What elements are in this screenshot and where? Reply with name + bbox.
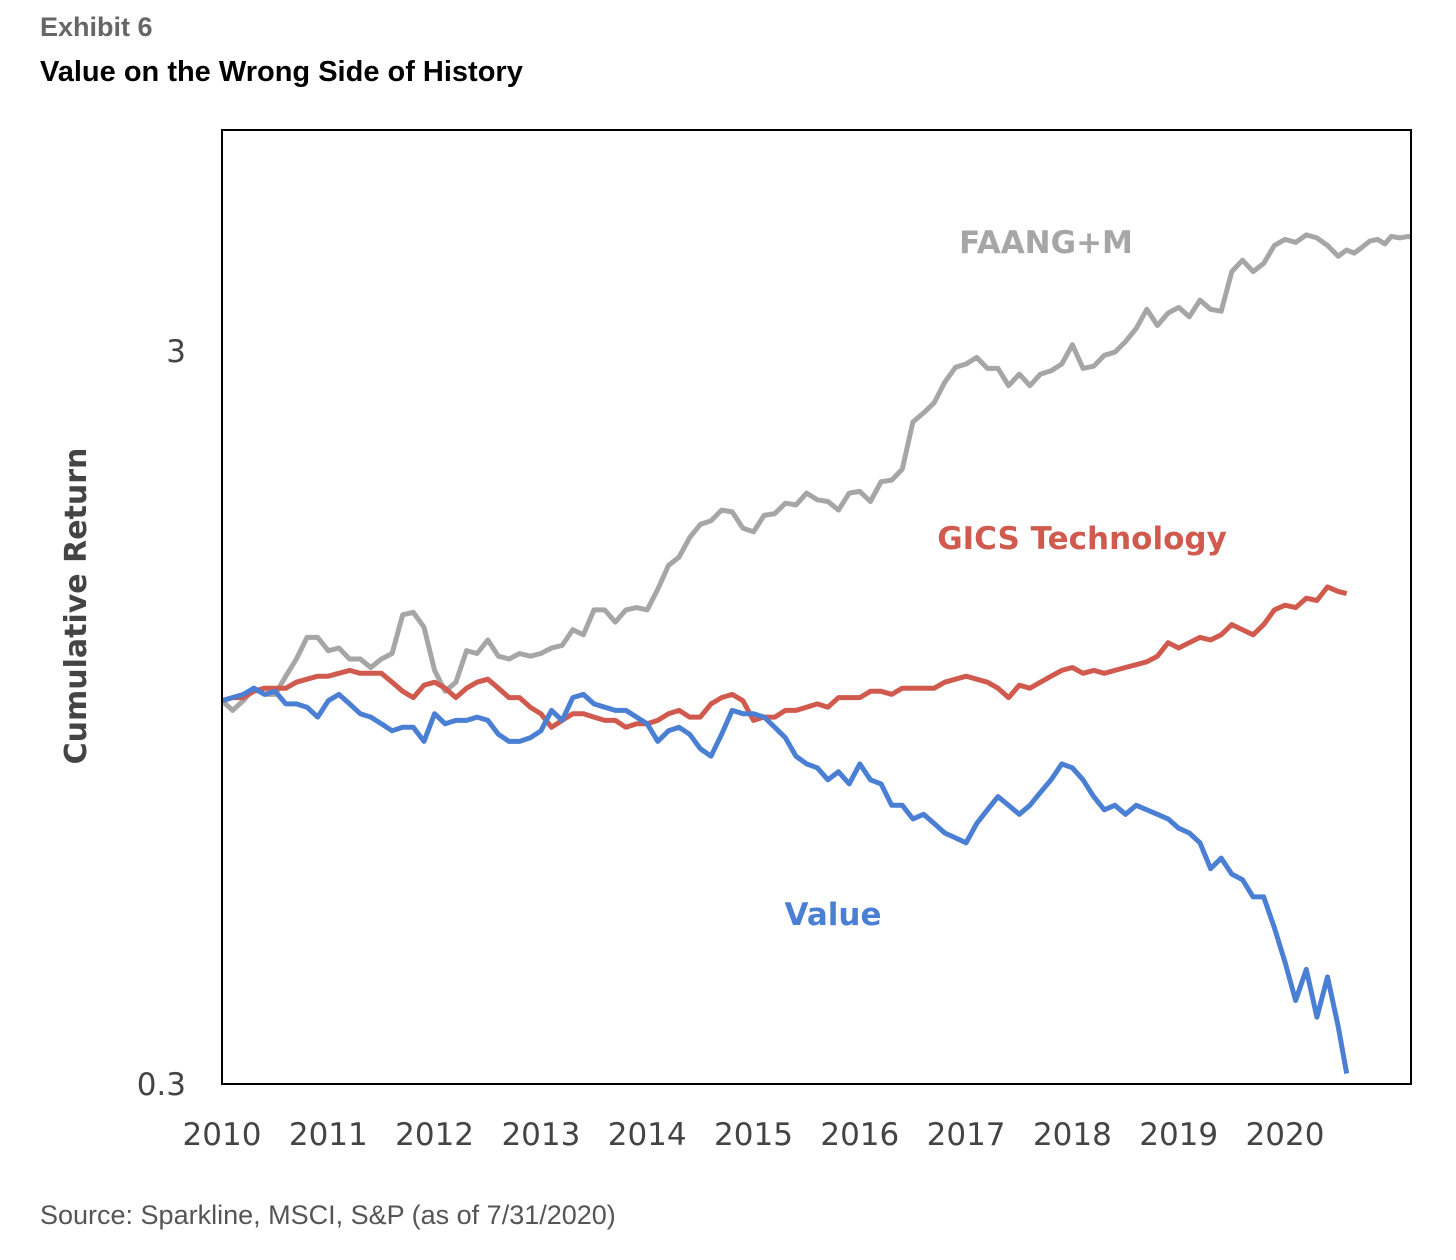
series-label-value: Value [785, 897, 882, 933]
x-tick-label: 2010 [183, 1117, 262, 1153]
x-tick-label: 2015 [714, 1117, 793, 1153]
line-chart: 0.33 2010 2011 2012 2013 2014 2015 2016 2017 201… [59, 129, 1412, 1153]
y-axis-ticks: 0.33 [137, 334, 186, 1103]
x-tick-label: 2011 [289, 1117, 368, 1153]
series-line-value [222, 685, 1350, 1075]
series-label-faang: FAANG+M [959, 225, 1133, 261]
series-line-gics-technology [222, 584, 1348, 730]
x-tick-label: 2013 [501, 1117, 580, 1153]
x-tick-label: 2018 [1033, 1117, 1112, 1153]
series-lines [222, 232, 1411, 1075]
x-tick-label: 2012 [395, 1117, 474, 1153]
x-tick-label: 2020 [1246, 1117, 1325, 1153]
exhibit-label: Exhibit 6 [40, 12, 153, 42]
chart-title: Value on the Wrong Side of History [40, 56, 523, 88]
y-tick-label: 3 [166, 334, 186, 370]
x-tick-label: 2016 [820, 1117, 899, 1153]
x-axis-ticks: 2010 2011 2012 2013 2014 2015 2016 2017 2018 2019… [183, 1117, 1325, 1153]
x-tick-label: 2014 [608, 1117, 687, 1153]
y-axis-label: Cumulative Return [59, 448, 94, 765]
x-tick-label: 2017 [927, 1117, 1006, 1153]
y-tick-label: 0.3 [137, 1067, 186, 1103]
source-note: Source: Sparkline, MSCI, S&P (as of 7/31… [40, 1200, 616, 1230]
series-line-faang-m [222, 232, 1411, 713]
series-label-gics-technology: GICS Technology [937, 521, 1227, 557]
x-tick-label: 2019 [1139, 1117, 1218, 1153]
plot-area-frame [221, 129, 1412, 1085]
